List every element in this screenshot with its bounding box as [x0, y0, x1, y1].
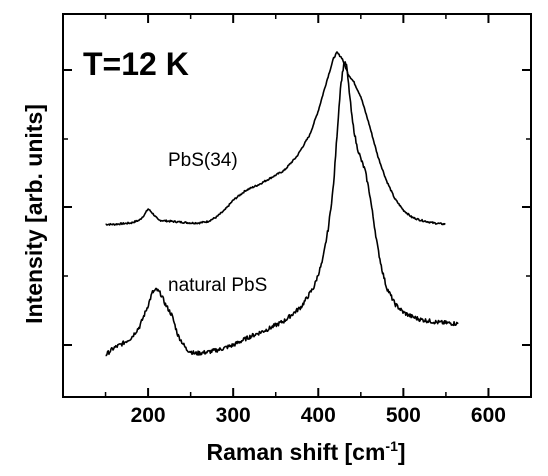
series-label-natural-pbs: natural PbS: [168, 275, 267, 296]
series-line-natural-pbs: [105, 61, 459, 357]
series-label-pbs34: PbS(34): [168, 150, 238, 171]
x-axis-title-suffix: ]: [398, 439, 406, 465]
x-axis-title-main: Raman shift [cm: [206, 439, 385, 465]
temperature-annotation: T=12 K: [83, 46, 189, 82]
series-line-pbs34: [105, 51, 446, 226]
y-axis-title: Intensity [arb. units]: [21, 104, 47, 324]
plot-border: [62, 13, 532, 398]
x-tick-label: 300: [216, 404, 251, 427]
tick-marks: [63, 14, 531, 397]
x-axis-title: Raman shift [cm-1]: [206, 438, 405, 465]
x-tick-label: 600: [471, 404, 506, 427]
x-tick-label: 200: [131, 404, 166, 427]
spectrum-curves: [105, 51, 459, 357]
x-tick-label: 500: [386, 404, 421, 427]
x-axis-title-superscript: -1: [385, 438, 398, 454]
plot-frame: [62, 13, 532, 398]
x-tick-label: 400: [301, 404, 336, 427]
x-tick-labels: 200 300 400 500 600: [131, 404, 506, 427]
